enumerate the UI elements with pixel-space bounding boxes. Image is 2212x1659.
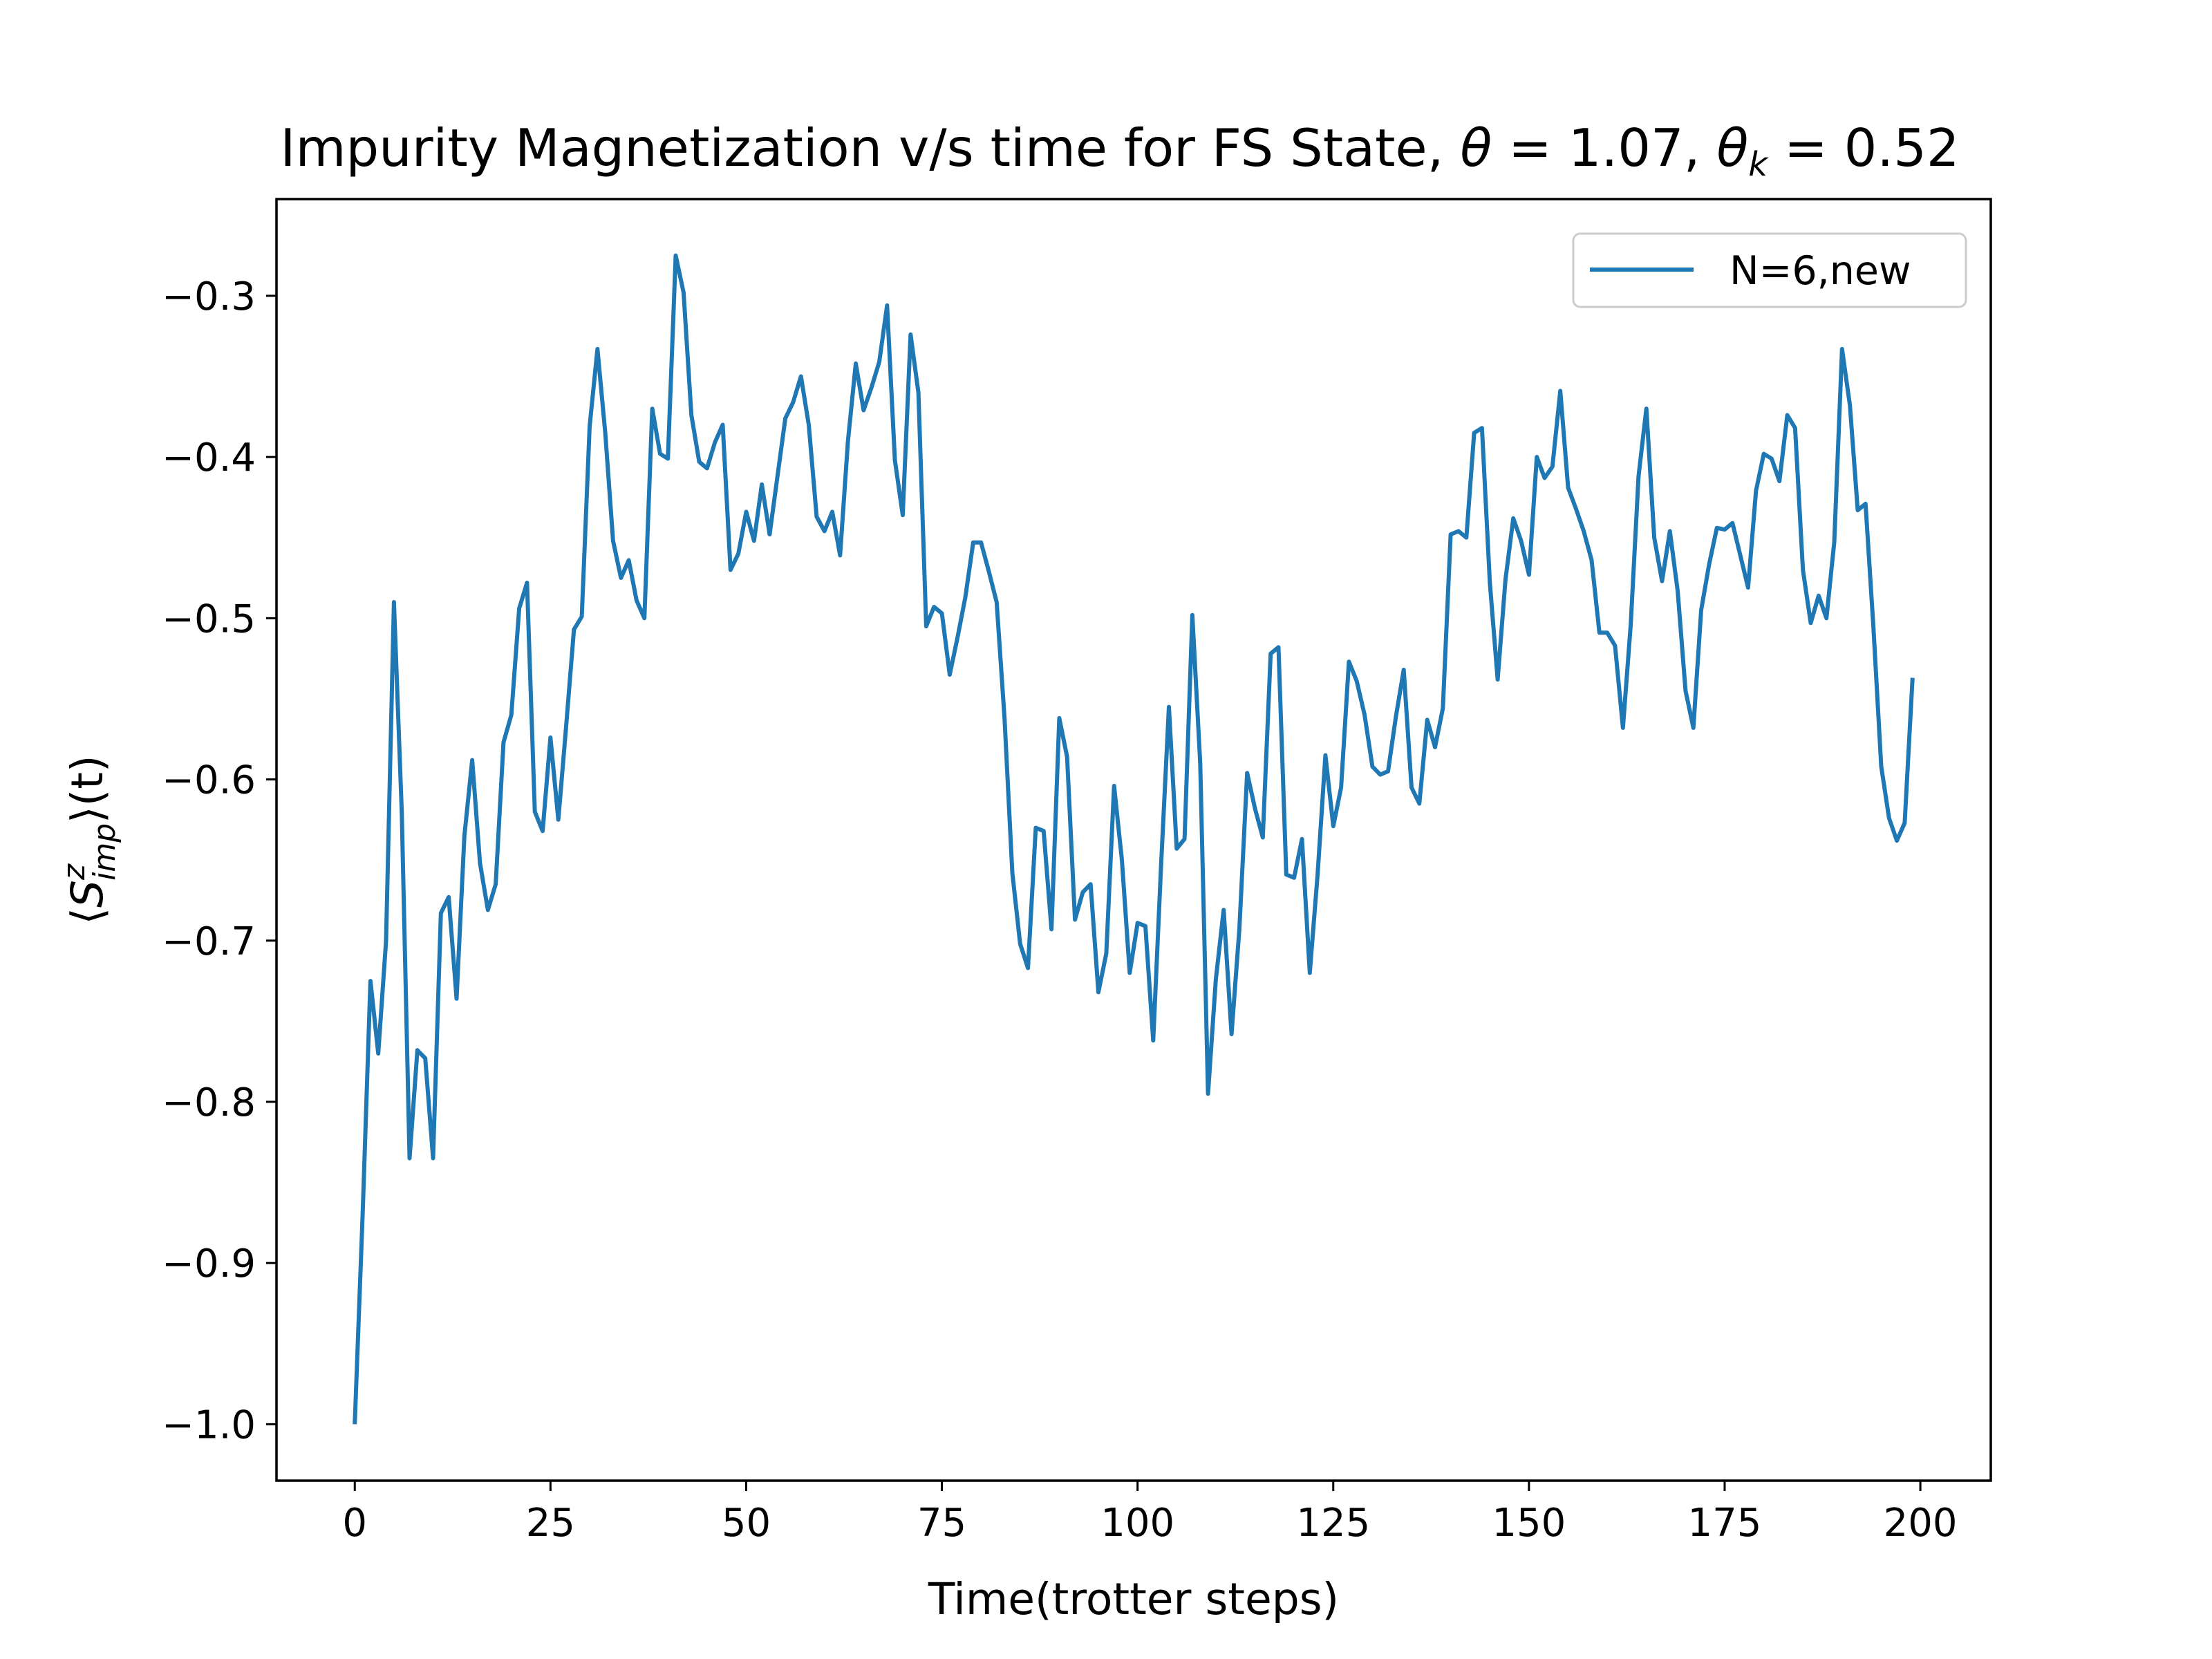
y-tick-label: −0.6 [162, 758, 256, 803]
y-tick-label: −0.7 [162, 919, 256, 964]
x-tick-label: 25 [526, 1501, 575, 1546]
y-axis-label: ⟨Szimp⟩(t) [57, 755, 122, 924]
x-tick-label: 0 [342, 1501, 367, 1546]
x-tick-label: 100 [1100, 1501, 1174, 1546]
x-tick-label: 50 [722, 1501, 771, 1546]
legend-label: N=6,new [1730, 248, 1911, 294]
x-tick-label: 150 [1492, 1501, 1566, 1546]
y-tick-label: −0.8 [162, 1080, 256, 1125]
x-axis-ticks: 0 25 50 75 100 125 150 175 200 [342, 1481, 1958, 1546]
y-axis-ticks: −1.0 −0.9 −0.8 −0.7 −0.6 −0.5 −0.4 −0.3 [162, 274, 276, 1447]
x-tick-label: 175 [1688, 1501, 1762, 1546]
y-tick-label: −0.9 [162, 1241, 256, 1286]
y-tick-label: −0.3 [162, 274, 256, 319]
y-tick-label: −0.4 [162, 435, 256, 480]
series-line-n6-new [353, 253, 1915, 1425]
x-tick-label: 75 [917, 1501, 966, 1546]
plot-area-frame [275, 198, 1992, 1482]
x-tick-label: 200 [1884, 1501, 1958, 1546]
y-tick-label: −1.0 [162, 1403, 256, 1447]
x-tick-label: 125 [1296, 1501, 1370, 1546]
chart-title: Impurity Magnetization v/s time for FS S… [280, 118, 1959, 184]
legend: N=6,new [1572, 232, 1967, 308]
legend-box [1572, 232, 1967, 308]
y-tick-label: −0.5 [162, 597, 256, 641]
x-axis-label: Time(trotter steps) [928, 1574, 1339, 1624]
